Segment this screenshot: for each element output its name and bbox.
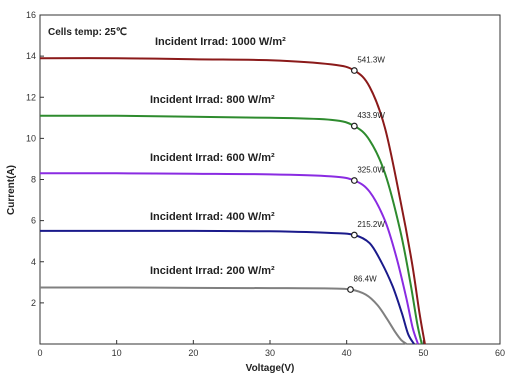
x-tick-label: 10 — [112, 348, 122, 358]
x-tick-label: 30 — [265, 348, 275, 358]
max-power-point — [350, 122, 358, 130]
y-tick-label: 6 — [31, 216, 36, 226]
plot-frame — [39, 14, 501, 345]
y-axis-title: Current(A) — [6, 165, 17, 215]
cells-temp-annotation: Cells temp: 25℃ — [48, 27, 127, 38]
max-power-label: 86.4W — [354, 275, 378, 284]
iv-curve-line — [39, 114, 423, 345]
max-power-label: 215.2W — [357, 220, 385, 229]
x-axis-title: Voltage(V) — [246, 363, 295, 374]
max-power-point — [350, 67, 358, 74]
y-tick-label: 16 — [26, 10, 36, 20]
irradiance-label: Incident Irrad: 800 W/m² — [150, 94, 275, 106]
max-power-point — [350, 177, 358, 184]
iv-curve-line — [39, 286, 408, 345]
irradiance-label: Incident Irrad: 200 W/m² — [150, 265, 275, 277]
y-tick-label: 10 — [26, 133, 36, 143]
series-curves — [39, 57, 426, 345]
x-tick-label: 50 — [418, 348, 428, 358]
y-tick-label: 14 — [26, 51, 36, 61]
iv-curve-line — [39, 57, 426, 345]
y-tick-label: 2 — [31, 298, 36, 308]
x-tick-label: 60 — [495, 348, 505, 358]
axis-ticks: 0 10 20 30 40 50 60 2 4 6 8 10 12 14 16 — [26, 10, 505, 358]
max-power-point — [350, 231, 358, 239]
iv-curve-line — [39, 172, 419, 345]
irradiance-label: Incident Irrad: 400 W/m² — [150, 211, 275, 223]
x-tick-label: 0 — [37, 348, 42, 358]
series-labels: 541.3W Incident Irrad: 1000 W/m² 433.9W Inc… — [150, 36, 385, 284]
max-power-label: 325.0W — [357, 166, 385, 175]
iv-curve-line — [40, 229, 415, 345]
y-tick-label: 12 — [26, 92, 36, 102]
x-tick-label: 40 — [342, 348, 352, 358]
max-power-label: 541.3W — [357, 56, 385, 65]
y-tick-label: 8 — [31, 175, 36, 185]
x-tick-label: 20 — [188, 348, 198, 358]
max-power-point — [347, 286, 354, 293]
max-power-label: 433.9W — [357, 111, 385, 120]
irradiance-label: Incident Irrad: 1000 W/m² — [155, 36, 286, 48]
irradiance-label: Incident Irrad: 600 W/m² — [150, 152, 275, 164]
y-tick-label: 4 — [31, 257, 36, 267]
